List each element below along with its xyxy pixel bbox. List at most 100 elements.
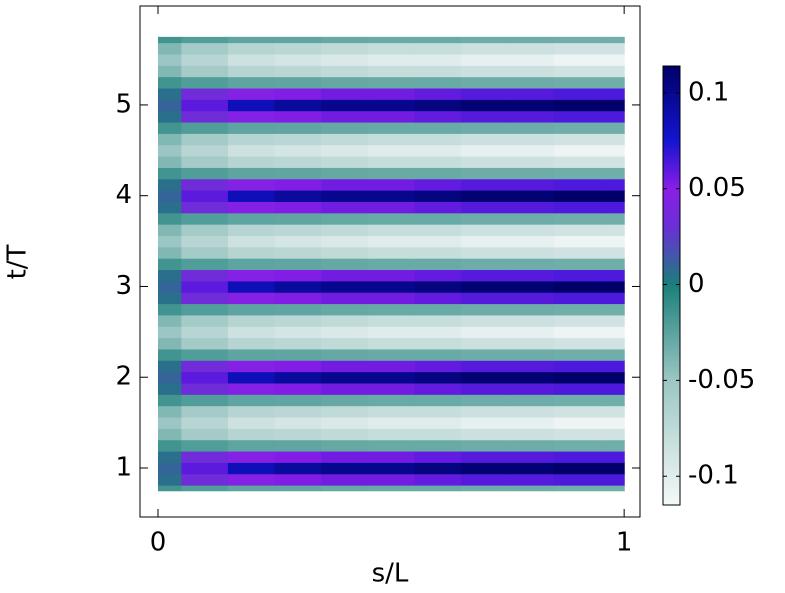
heatmap-cell	[460, 42, 509, 55]
heatmap-cell	[227, 292, 276, 305]
heatmap-cell	[274, 405, 322, 418]
heatmap-cell	[414, 190, 462, 202]
heatmap-cell	[321, 178, 369, 191]
heatmap-cell	[367, 53, 415, 66]
colorbar	[662, 65, 681, 506]
heatmap-cell	[414, 292, 462, 305]
heatmap-cell	[460, 235, 509, 248]
heatmap-cell	[554, 439, 602, 452]
heatmap-cell	[181, 190, 229, 202]
heatmap-cell	[181, 337, 229, 350]
heatmap-cell	[507, 110, 555, 123]
heatmap-cell	[554, 121, 602, 134]
heatmap-cell	[414, 99, 462, 112]
heatmap-cell	[181, 428, 229, 441]
heatmap-cell	[507, 36, 555, 44]
heatmap-cell	[414, 326, 462, 339]
heatmap-cell	[414, 303, 462, 316]
heatmap-cell	[507, 76, 555, 89]
heatmap-cell	[227, 36, 276, 44]
heatmap-cell	[157, 178, 182, 191]
heatmap-cell	[157, 428, 182, 441]
heatmap-cell	[367, 473, 415, 486]
heatmap-cell	[181, 314, 229, 327]
heatmap-cell	[181, 326, 229, 339]
heatmap-cell	[321, 360, 369, 373]
heatmap-cell	[181, 405, 229, 418]
heatmap-cell	[181, 280, 229, 293]
heatmap-cell	[414, 439, 462, 452]
heatmap-cell	[460, 269, 509, 282]
heatmap-cell	[554, 99, 602, 112]
heatmap-cell	[554, 190, 602, 202]
heatmap-cell	[554, 258, 602, 271]
heatmap-cell	[321, 235, 369, 248]
heatmap-cell	[227, 212, 276, 225]
heatmap-cell	[181, 87, 229, 100]
heatmap-cell	[414, 53, 462, 66]
heatmap-cell	[507, 133, 555, 146]
heatmap-cell	[554, 155, 602, 168]
heatmap-cell	[600, 292, 625, 305]
heatmap-cell	[367, 235, 415, 248]
heatmap-cell	[460, 258, 509, 271]
colorbar-tick-label: -0.1	[688, 461, 739, 491]
heatmap-cell	[181, 246, 229, 259]
heatmap-cell	[554, 360, 602, 373]
heatmap-cell	[460, 53, 509, 66]
heatmap-cell	[157, 450, 182, 463]
heatmap-cell	[321, 473, 369, 486]
heatmap-cell	[600, 201, 625, 214]
heatmap-cell	[460, 65, 509, 78]
heatmap-cell	[507, 314, 555, 327]
heatmap-cell	[157, 53, 182, 66]
heatmap-cell	[507, 382, 555, 395]
heatmap-cell	[367, 371, 415, 384]
heatmap-cell	[274, 280, 322, 293]
heatmap-cell	[227, 394, 276, 407]
heatmap-cell	[554, 462, 602, 475]
heatmap-cell	[274, 439, 322, 452]
heatmap-cell	[227, 462, 276, 475]
heatmap-cell	[367, 144, 415, 157]
heatmap-cell	[460, 110, 509, 123]
x-tick-label: 1	[616, 528, 633, 558]
heatmap-cell	[600, 235, 625, 248]
colorbar-tick-label: -0.05	[688, 365, 755, 395]
heatmap-cell	[274, 450, 322, 463]
heatmap-cell	[227, 326, 276, 339]
heatmap-cell	[321, 65, 369, 78]
heatmap-cell	[227, 201, 276, 214]
heatmap-cell	[414, 280, 462, 293]
heatmap-cell	[157, 485, 182, 492]
heatmap-cell	[414, 485, 462, 492]
heatmap-cell	[157, 314, 182, 327]
heatmap-cell	[414, 65, 462, 78]
x-tick-label: 0	[150, 528, 167, 558]
y-tick-label: 3	[115, 271, 132, 301]
heatmap-cell	[227, 348, 276, 361]
heatmap-cell	[554, 246, 602, 259]
heatmap-cell	[460, 303, 509, 316]
heatmap-cell	[321, 303, 369, 316]
heatmap-cell	[157, 110, 182, 123]
heatmap-cell	[321, 337, 369, 350]
plot-frame	[139, 5, 641, 518]
heatmap-cell	[554, 110, 602, 123]
heatmap-cell	[554, 269, 602, 282]
heatmap-cell	[507, 292, 555, 305]
heatmap-cell	[274, 224, 322, 237]
heatmap-cell	[321, 439, 369, 452]
heatmap-cell	[321, 326, 369, 339]
heatmap-cell	[507, 360, 555, 373]
heatmap-cell	[600, 382, 625, 395]
heatmap-cell	[321, 371, 369, 384]
heatmap-cell	[414, 36, 462, 44]
heatmap-cell	[507, 280, 555, 293]
heatmap-cell	[274, 371, 322, 384]
heatmap-cell	[367, 382, 415, 395]
heatmap-cell	[414, 394, 462, 407]
heatmap-cell	[507, 246, 555, 259]
heatmap-cell	[274, 269, 322, 282]
heatmap-cell	[321, 190, 369, 202]
